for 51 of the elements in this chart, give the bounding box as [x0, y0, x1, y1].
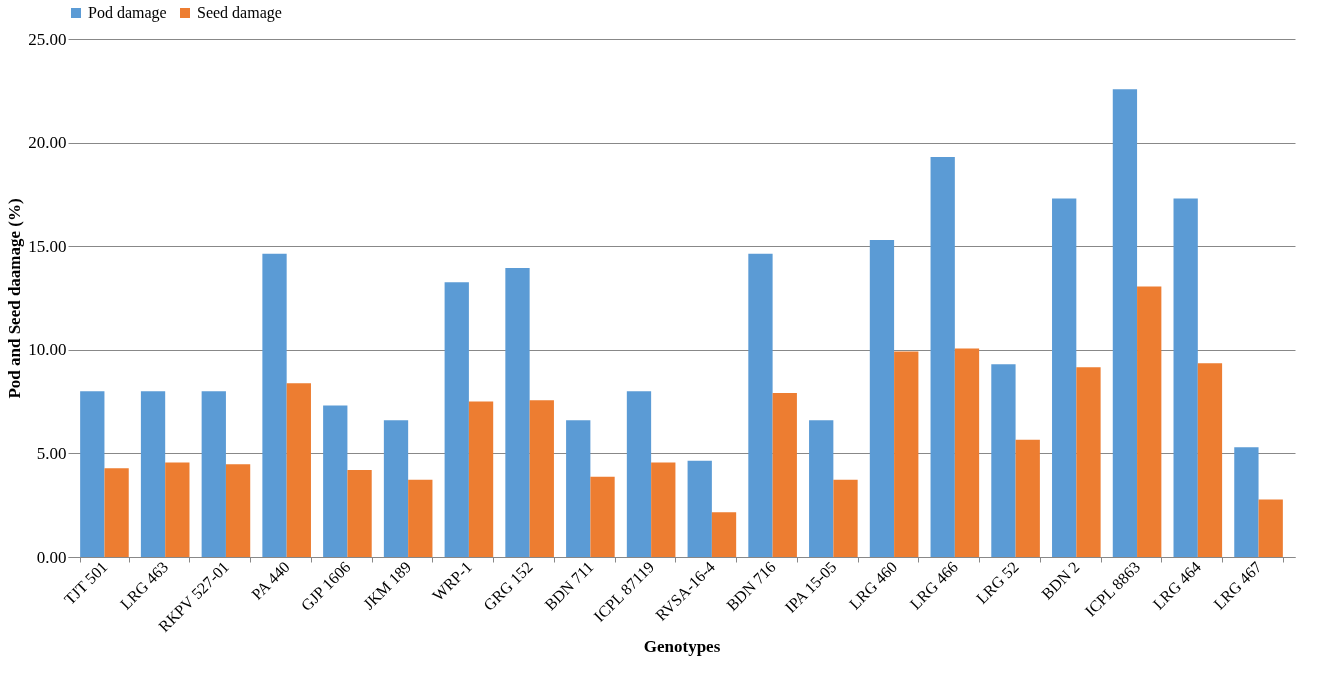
- bar: [444, 282, 469, 557]
- bar: [140, 391, 166, 557]
- legend-label: Pod damage: [88, 4, 167, 22]
- bar: [1173, 198, 1198, 557]
- bar: [626, 391, 652, 557]
- bar: [590, 476, 615, 557]
- bar: [383, 420, 409, 557]
- bar: [1015, 439, 1040, 557]
- bar: [930, 157, 955, 557]
- bar: [323, 405, 348, 557]
- bar: [104, 468, 129, 557]
- bar: [748, 253, 773, 557]
- bar: [1234, 447, 1259, 557]
- bar: [772, 392, 797, 557]
- y-tick-label: 0.00: [36, 547, 67, 567]
- bar: [991, 364, 1016, 557]
- bar: [529, 400, 554, 557]
- bar: [347, 469, 372, 557]
- bar: [869, 239, 895, 557]
- bar: [566, 420, 591, 557]
- legend-label: Seed damage: [197, 4, 282, 22]
- y-tick-label: 5.00: [36, 443, 67, 463]
- bar: [711, 512, 737, 557]
- y-tick-label: 15.00: [28, 236, 67, 256]
- bar: [286, 383, 311, 557]
- bar: [687, 460, 712, 557]
- y-axis-title: Pod and Seed daamage (%): [5, 198, 25, 399]
- x-tick-label: PA 440: [248, 558, 293, 603]
- bar: [651, 462, 676, 557]
- bar: [505, 267, 530, 557]
- y-tick-label: 20.00: [28, 133, 67, 153]
- y-tick-label: 25.00: [28, 29, 67, 49]
- bar: [1112, 89, 1138, 557]
- bar: [1052, 198, 1077, 557]
- bar: [833, 479, 858, 557]
- bar: [1258, 499, 1283, 557]
- y-tick-label: 10.00: [28, 340, 67, 360]
- bar: [1076, 367, 1101, 557]
- bar: [201, 391, 226, 557]
- x-axis-title: Genotypes: [643, 637, 721, 657]
- bar: [954, 348, 980, 557]
- bar: [225, 464, 251, 557]
- bar: [468, 401, 494, 557]
- bar: [80, 391, 105, 557]
- bar: [165, 462, 190, 557]
- bar: [408, 479, 433, 557]
- bar: [809, 420, 834, 557]
- bar: [894, 351, 919, 557]
- bar: [1197, 363, 1223, 557]
- bar: [1137, 286, 1162, 557]
- bar: [262, 253, 287, 557]
